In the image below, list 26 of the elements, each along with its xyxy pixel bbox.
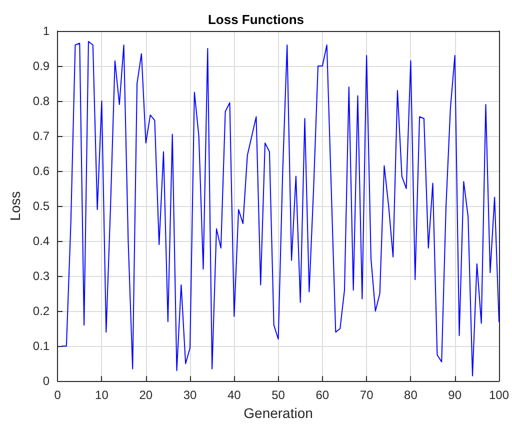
x-tick-label: 80 [404,388,418,402]
y-tick-label: 0.6 [32,164,50,178]
y-tick-label: 0.9 [32,59,50,74]
x-tick-label: 60 [316,388,330,402]
x-tick-label: 70 [360,388,374,402]
x-tick-label: 100 [488,388,510,402]
y-tick-label: 0.3 [32,269,50,284]
line-series [61,41,500,376]
y-tick-label: 0.4 [32,234,50,248]
x-tick-label: 10 [95,388,109,402]
x-tick-label: 30 [183,388,197,402]
x-axis-title: Generation [244,405,313,421]
y-axis-title: Loss [7,191,23,221]
y-tick-label: 0.7 [32,129,50,144]
chart-title: Loss Functions [208,12,304,27]
x-tick-label: 20 [139,388,153,402]
y-tick-label: 0 [42,374,50,388]
y-tick-label: 0.5 [32,199,50,214]
x-tick-label: 40 [227,388,242,402]
y-tick-label: 0.8 [32,94,50,108]
y-tick-label: 0.1 [32,339,50,354]
y-tick-label: 1 [42,24,50,38]
y-tick-label: 0.2 [32,304,50,318]
x-tick-label: 50 [272,388,286,402]
x-tick-label: 90 [448,388,462,402]
x-tick-label: 0 [54,388,62,402]
